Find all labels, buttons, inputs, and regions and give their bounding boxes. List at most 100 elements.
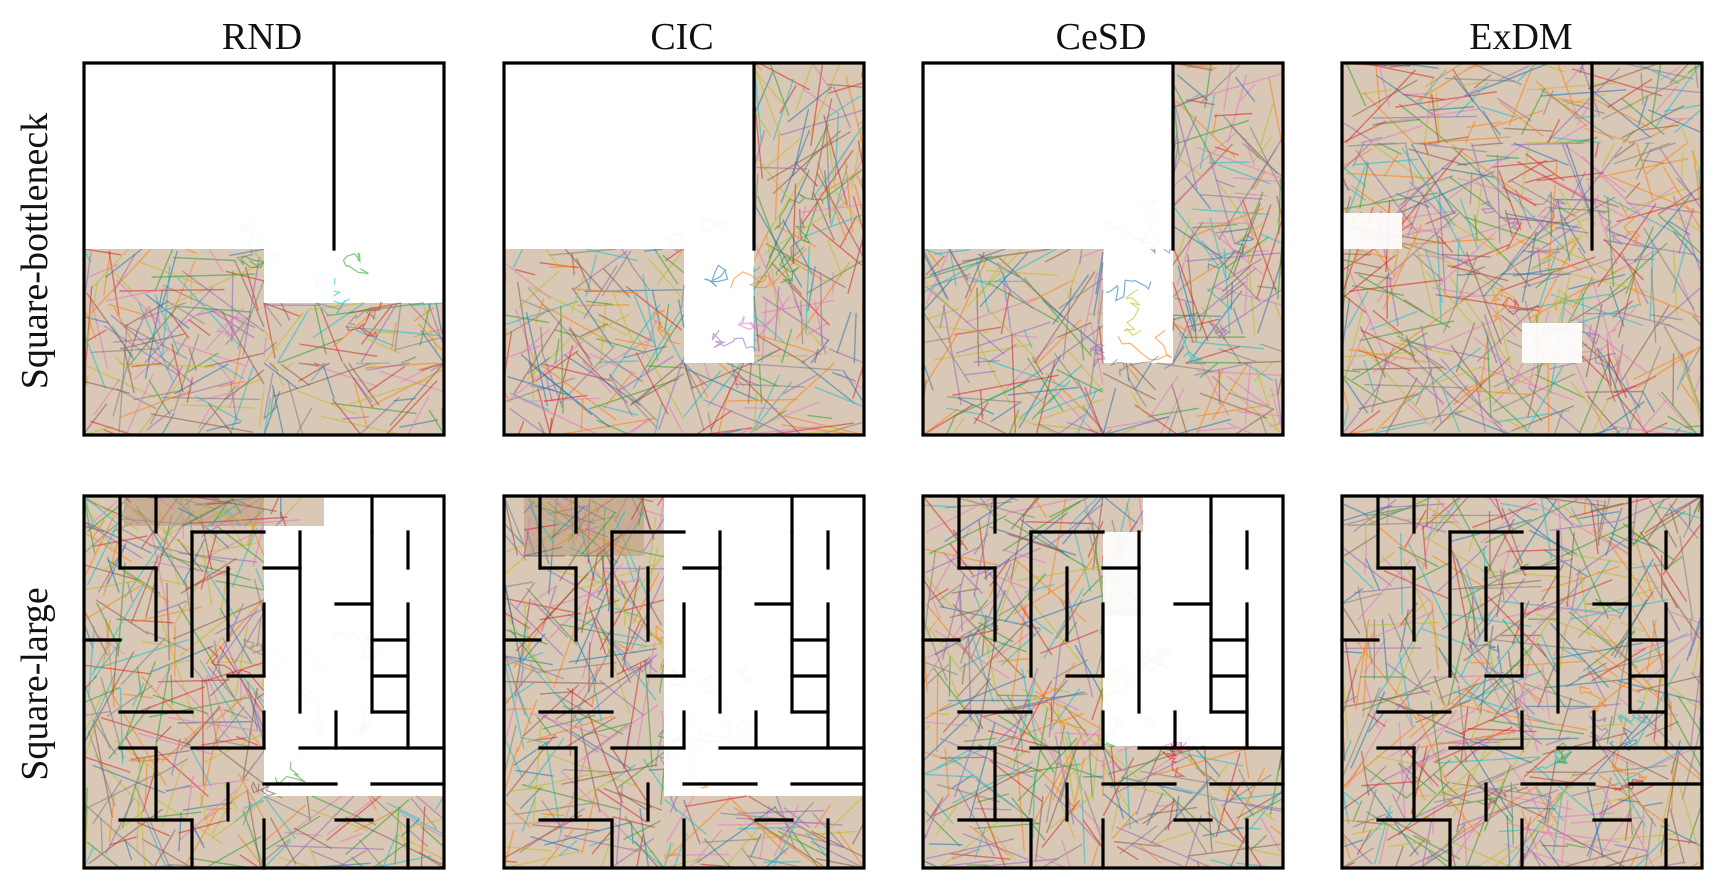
trajectory-stroke <box>1642 124 1680 131</box>
trajectory-stroke <box>1602 788 1613 809</box>
trajectory-stroke <box>1421 820 1433 868</box>
trajectory-stroke <box>277 795 283 799</box>
trajectory-stroke <box>136 821 171 837</box>
trajectory-stroke <box>1629 266 1642 307</box>
trajectory-stroke <box>1102 745 1145 785</box>
trajectory-stroke <box>207 646 267 699</box>
trajectory-stroke <box>385 380 438 435</box>
trajectory-stroke <box>923 279 952 310</box>
trajectory-stroke <box>293 827 333 850</box>
trajectory-stroke <box>1185 362 1207 365</box>
trajectory-stroke <box>1442 253 1492 258</box>
trajectory-stroke <box>108 795 115 842</box>
trajectory-stroke <box>230 382 238 422</box>
trajectory-stroke <box>775 795 796 850</box>
trajectory-stroke <box>1474 733 1498 754</box>
trajectory-stroke <box>1046 717 1087 731</box>
trajectory-stroke <box>1432 554 1488 590</box>
trajectory-stroke <box>188 319 211 337</box>
trajectory-stroke <box>1376 258 1407 303</box>
trajectory-stroke <box>1523 831 1539 860</box>
trajectory-stroke <box>1375 63 1381 108</box>
trajectory-stroke <box>923 496 963 546</box>
trajectory-stroke <box>540 303 610 343</box>
trajectory-stroke <box>603 540 626 557</box>
trajectory-stroke <box>662 254 685 274</box>
trajectory-stroke <box>108 303 152 318</box>
trajectory-stroke <box>92 764 166 794</box>
trajectory-stroke <box>1342 369 1361 373</box>
trajectory-stroke <box>1657 185 1702 215</box>
trajectory-stroke <box>591 830 613 855</box>
trajectory-stroke <box>1034 690 1104 731</box>
trajectory-stroke <box>181 270 265 332</box>
trajectory-stroke <box>810 339 830 364</box>
trajectory-stroke <box>108 250 120 316</box>
trajectory-stroke <box>953 381 1029 417</box>
trajectory-stroke <box>638 496 645 526</box>
trajectory-stroke <box>578 313 631 341</box>
trajectory-stroke <box>923 252 948 299</box>
trajectory-stroke <box>1025 521 1094 525</box>
trajectory-stroke <box>1440 358 1505 435</box>
trajectory-stroke <box>1372 175 1453 204</box>
trajectory-layer <box>504 496 864 868</box>
trajectory-stroke <box>1082 775 1104 778</box>
trajectory-stroke <box>1691 672 1702 686</box>
trajectory-stroke <box>1578 510 1620 520</box>
trajectory-stroke <box>987 281 1060 323</box>
trajectory-stroke <box>1498 170 1522 230</box>
trajectory-stroke <box>286 379 304 435</box>
column-title-cesd: CeSD <box>1056 16 1147 58</box>
trajectory-stroke <box>1540 496 1553 560</box>
trajectory-stroke <box>533 602 569 639</box>
trajectory-stroke <box>677 299 685 328</box>
trajectory-stroke <box>923 721 969 727</box>
trajectory-stroke <box>1452 730 1496 817</box>
trajectory-stroke <box>511 682 535 699</box>
trajectory-stroke <box>1547 796 1552 824</box>
trajectory-stroke <box>983 512 1068 580</box>
trajectory-stroke <box>165 299 206 325</box>
trajectory-stroke <box>1368 125 1423 144</box>
trajectory-stroke <box>1470 637 1516 735</box>
trajectory-stroke <box>1359 162 1369 209</box>
trajectory-stroke <box>802 362 856 405</box>
trajectory-stroke <box>1560 800 1569 868</box>
trajectory-stroke <box>1501 296 1540 316</box>
trajectory-stroke <box>1650 142 1671 151</box>
trajectory-stroke <box>1456 272 1480 276</box>
trajectory-stroke <box>923 504 957 508</box>
trajectory-stroke <box>1596 210 1629 245</box>
trajectory-stroke <box>504 846 552 852</box>
trajectory-stroke <box>1031 394 1056 420</box>
trajectory-stroke <box>1413 776 1426 801</box>
trajectory-stroke <box>1199 63 1243 105</box>
trajectory-stroke <box>816 172 864 258</box>
trajectory-stroke <box>1617 680 1702 704</box>
trajectory-stroke <box>753 351 774 364</box>
trajectory-stroke <box>574 617 596 633</box>
trajectory-stroke <box>576 663 604 697</box>
trajectory-stroke <box>1052 274 1090 326</box>
trajectory-stroke <box>1480 846 1509 866</box>
trajectory-stroke <box>1408 216 1435 318</box>
trajectory-stroke <box>1577 88 1600 125</box>
panel-cesd-square-large <box>921 494 1285 870</box>
trajectory-stroke <box>1409 731 1512 750</box>
trajectory-stroke <box>535 350 579 382</box>
trajectory-stroke <box>1456 157 1510 166</box>
trajectory-stroke <box>504 377 575 403</box>
trajectory-stroke <box>761 300 768 364</box>
trajectory-stroke <box>204 352 265 368</box>
trajectory-stroke <box>1066 258 1082 299</box>
trajectory-stroke <box>1004 518 1088 569</box>
trajectory-stroke <box>113 271 134 293</box>
trajectory-stroke <box>1584 496 1616 530</box>
trajectory-stroke <box>652 309 682 345</box>
trajectory-stroke <box>1207 234 1255 270</box>
trajectory-stroke <box>524 586 556 608</box>
trajectory-stroke <box>263 302 282 327</box>
trajectory-stroke <box>205 597 265 665</box>
trajectory-stroke <box>170 675 174 706</box>
